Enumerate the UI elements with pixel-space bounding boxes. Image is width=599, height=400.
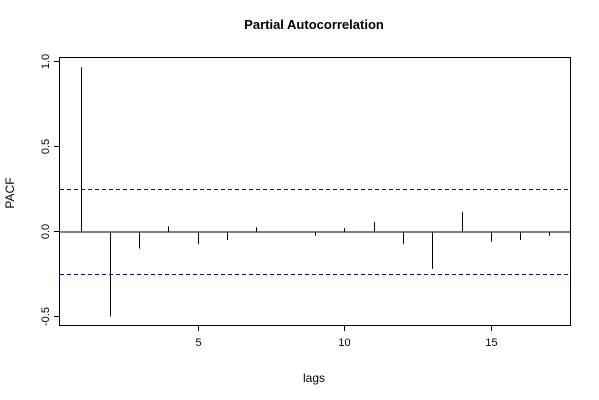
x-tick-label: 5 [195,337,201,349]
plot-frame [59,57,571,326]
y-axis-label: PACF [3,177,17,208]
y-tick-label: 0.0 [40,224,52,239]
confidence-band [60,188,570,275]
x-axis: 5 10 15 [195,325,498,349]
pacf-bars [60,67,570,317]
y-tick-label: 1.0 [40,54,52,69]
x-axis-label: lags [303,371,325,385]
y-tick-label: 0.5 [40,139,52,154]
x-tick-label: 10 [338,337,350,349]
chart-title: Partial Autocorrelation [244,17,384,32]
y-tick-label: -0.5 [40,307,52,326]
y-axis: -0.5 0.0 0.5 1.0 [40,54,60,326]
x-tick-label: 15 [485,337,497,349]
